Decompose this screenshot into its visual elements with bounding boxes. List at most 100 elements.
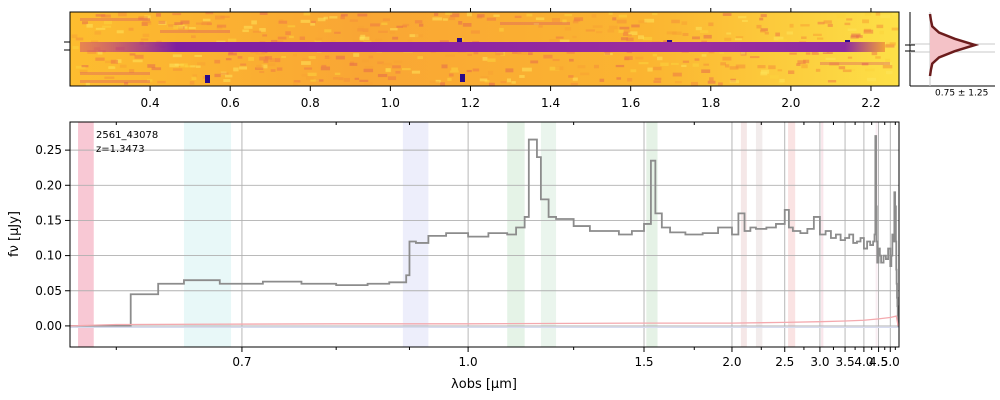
heatmap-pixel [72,46,79,50]
profile-fill [930,14,975,76]
heatmap-pixel [657,56,663,61]
heatmap-pixel [850,35,859,39]
heatmap-pixel [555,36,564,39]
heatmap-pixel [435,79,441,83]
heatmap-pixel [493,14,500,17]
heatmap-pixel [514,15,522,19]
x-tick-label: 1.0 [459,355,478,369]
heatmap-pixel [707,80,716,84]
heatmap-pixel [97,51,103,55]
heatmap-pixel [555,66,564,71]
heatmap-pixel [703,34,712,39]
heatmap-pixel [71,34,78,39]
heatmap-pixel [722,13,732,16]
heatmap-row-artifact [80,72,150,75]
heatmap-pixel [214,73,221,78]
heatmap-pixel [549,66,560,71]
heatmap-pixel [863,29,874,34]
heatmap-pixel [174,63,184,66]
heatmap-pixel [652,12,658,16]
heatmap-pixel [574,17,584,22]
heatmap-pixel [527,52,533,56]
heatmap-pixel [566,50,575,54]
heatmap-pixel [875,12,881,16]
heatmap-pixel [653,80,662,83]
heatmap-pixel [811,51,819,55]
heatmap-pixel [551,18,560,22]
heatmap-pixel [180,20,190,25]
heatmap-pixel [271,39,278,44]
heatmap-pixel [593,64,600,69]
heatmap-pixel [823,20,832,24]
heatmap-pixel [375,38,383,41]
heatmap-pixel [267,63,276,67]
heatmap-pixel [552,58,560,62]
heatmap-pixel [86,23,93,28]
heatmap-pixel [519,75,525,78]
heatmap-pixel [615,64,625,68]
heatmap-pixel [719,50,725,54]
heatmap-pixel [415,34,423,38]
x-tick-label: 3.0 [810,355,829,369]
heatmap-pixel [138,16,148,21]
heatmap-pixel [499,27,504,32]
heatmap-pixel [169,63,179,68]
heatmap-pixel [789,52,797,55]
heatmap-pixel [847,28,857,31]
heatmap-pixel [535,17,545,21]
heatmap-pixel [248,57,255,61]
heatmap-pixel [486,17,497,21]
heatmap-pixel [653,66,662,71]
heatmap-pixel [773,36,784,41]
heatmap-row-artifact [160,30,230,33]
heatmap-pixel [708,22,714,27]
heatmap-pixel [479,78,488,82]
heatmap-pixel [885,58,891,63]
heatmap-pixel [760,14,767,18]
spectrum-1d-frame [69,121,900,348]
heatmap-pixel [865,68,875,72]
heatmap-pixel [627,34,632,37]
heatmap-pixel [417,56,423,60]
heatmap-x-tick-label: 1.4 [541,96,560,110]
heatmap-pixel [172,54,182,58]
heatmap-pixel [259,56,269,61]
heatmap-pixel [173,24,183,29]
heatmap-pixel [151,67,162,71]
heatmap-pixel [194,54,202,58]
heatmap-pixel [306,76,314,80]
heatmap-pixel [140,38,149,41]
heatmap-pixel [836,14,846,19]
heatmap-pixel [883,62,892,65]
heatmap-pixel [618,14,627,18]
emission-line-band [183,122,232,347]
heatmap-pixel [184,23,190,27]
heatmap-pixel [259,70,265,74]
heatmap-pixel [526,13,533,17]
heatmap-pixel [631,24,640,28]
heatmap-pixel [500,81,507,84]
heatmap-pixel [626,37,634,42]
heatmap-pixel [642,36,653,41]
heatmap-pixel [263,59,269,63]
heatmap-pixel [623,30,631,33]
heatmap-pixel [572,35,577,39]
heatmap-pixel [289,35,294,39]
heatmap-pixel [216,24,227,28]
heatmap-pixel [158,20,166,25]
heatmap-pixel [885,44,895,48]
heatmap-pixel [75,65,86,69]
x-tick-label: 0.7 [232,355,251,369]
heatmap-pixel [842,69,852,73]
x-tick-label: 1.5 [634,355,653,369]
heatmap-pixel [381,22,388,26]
x-tick-label: 2.5 [775,355,794,369]
heatmap-pixel [95,14,106,17]
heatmap-pixel [692,36,700,40]
heatmap-pixel [851,33,861,37]
heatmap-pixel [334,31,341,34]
heatmap-pixel [335,55,345,60]
heatmap-pixel [392,36,399,40]
y-axis-label: fν [µJy] [7,211,22,257]
